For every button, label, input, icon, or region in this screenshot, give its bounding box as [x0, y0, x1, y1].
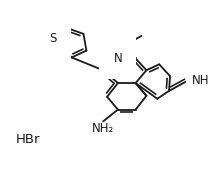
Text: NH: NH — [192, 74, 209, 87]
Text: HBr: HBr — [16, 133, 40, 146]
Text: NH₂: NH₂ — [92, 122, 114, 135]
Text: S: S — [49, 32, 57, 45]
Text: N: N — [114, 52, 122, 65]
